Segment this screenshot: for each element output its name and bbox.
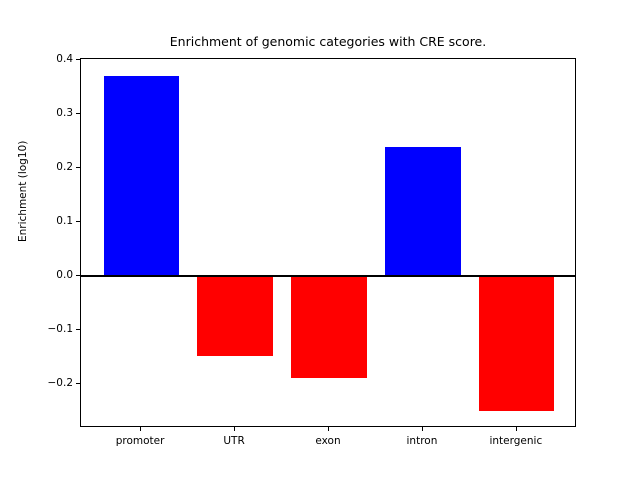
x-tick-label-promoter: promoter [115,435,165,447]
x-tick-label-exon: exon [315,435,341,447]
x-tick-mark [515,427,517,431]
y-tick-label: 0.3 [56,106,73,119]
bar-exon [291,275,367,378]
y-tick-label: 0.4 [56,52,73,65]
y-tick-mark [76,220,80,222]
bar-UTR [197,275,273,357]
y-tick-label: 0.1 [56,214,73,227]
zero-line [81,274,575,277]
y-tick-label: −0.1 [47,323,74,336]
y-tick-mark [76,383,80,385]
bar-intergenic [479,275,555,412]
bar-promoter [103,75,179,276]
y-tick-label: 0.2 [56,160,73,173]
y-tick-label: −0.2 [47,377,74,390]
y-tick-mark [76,58,80,60]
x-tick-label-intron: intron [406,435,438,447]
x-tick-mark [234,427,236,431]
plot-area [80,58,576,427]
x-tick-label-intergenic: intergenic [489,435,543,447]
x-tick-mark [421,427,423,431]
x-tick-label-UTR: UTR [223,435,245,447]
y-tick-mark [76,166,80,168]
y-tick-mark [76,329,80,331]
y-tick-label: 0.0 [56,268,73,281]
x-tick-mark [328,427,329,431]
x-tick-mark [140,427,142,431]
bar-intron [385,147,461,276]
chart-title: Enrichment of genomic categories with CR… [169,34,487,49]
y-tick-mark [76,274,80,276]
y-tick-mark [76,112,80,114]
